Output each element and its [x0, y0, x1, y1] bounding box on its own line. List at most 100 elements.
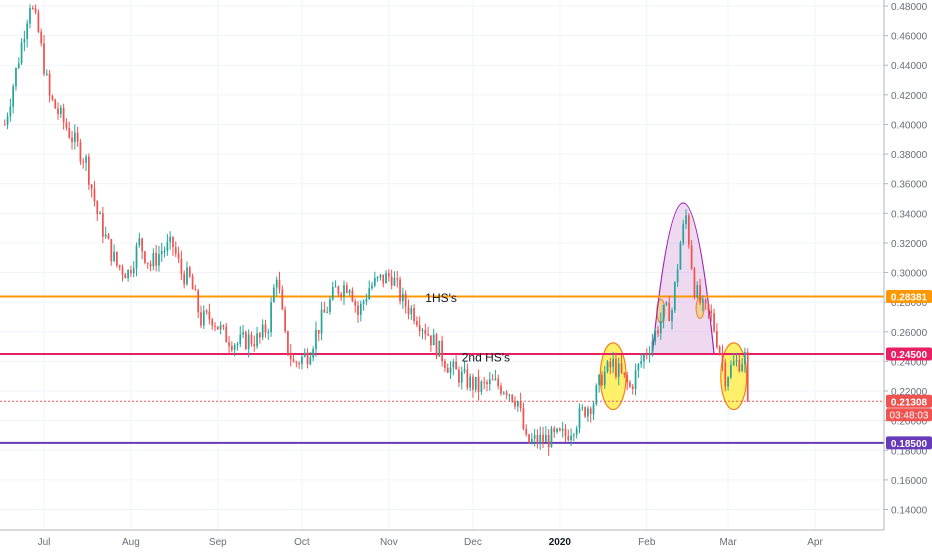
- candle-body: [587, 408, 589, 417]
- y-tick-label: 0.40000: [891, 120, 928, 131]
- candle-body: [141, 238, 143, 252]
- candle-body: [662, 305, 665, 321]
- level-price-tag-text: 0.28381: [891, 293, 928, 304]
- candle-body: [690, 245, 693, 269]
- candle-body: [104, 234, 107, 237]
- candle-body: [665, 302, 668, 306]
- candle-body: [99, 213, 101, 215]
- candle-body: [242, 332, 244, 335]
- candle-body: [323, 309, 326, 313]
- candle-body: [379, 274, 382, 278]
- candle-body: [278, 279, 281, 290]
- candle-body: [449, 367, 452, 373]
- candle-body: [219, 325, 222, 330]
- candle-body: [287, 331, 289, 353]
- candle-body: [37, 12, 40, 32]
- x-tick-label: Aug: [122, 537, 140, 548]
- candle-body: [716, 330, 718, 347]
- candle-body: [601, 374, 603, 386]
- candle-body: [550, 428, 553, 448]
- candle-body: [657, 330, 659, 334]
- candle-body: [387, 273, 390, 277]
- candle-body: [651, 341, 654, 354]
- y-tick-label: 0.18000: [891, 446, 928, 457]
- candle-body: [59, 107, 62, 115]
- candle-body: [357, 305, 359, 315]
- candle-body: [281, 289, 284, 310]
- x-tick-label: Mar: [719, 537, 737, 548]
- candle-body: [679, 243, 682, 270]
- candle-body: [432, 334, 435, 346]
- y-tick-label: 0.34000: [891, 209, 928, 220]
- candle-body: [334, 286, 337, 288]
- candle-body: [155, 253, 158, 266]
- candle-body: [474, 376, 477, 390]
- candle-body: [183, 273, 186, 285]
- candle-body: [578, 408, 581, 429]
- x-tick-label: 2020: [549, 537, 572, 548]
- candle-body: [267, 332, 270, 334]
- candle-body: [326, 312, 329, 314]
- candle-body: [505, 392, 508, 395]
- x-tick-label: Sep: [209, 537, 227, 548]
- candle-body: [202, 310, 205, 326]
- candle-body: [643, 354, 645, 362]
- candle-body: [390, 276, 393, 286]
- candle-body: [570, 435, 572, 441]
- candle-body: [177, 253, 180, 259]
- candle-body: [581, 407, 584, 409]
- candle-body: [421, 329, 424, 331]
- candle-body: [522, 408, 525, 430]
- candle-body: [385, 273, 387, 284]
- candle-body: [180, 258, 183, 274]
- candle-body: [65, 122, 68, 129]
- candle-body: [116, 251, 118, 266]
- candle-body: [746, 352, 749, 402]
- candle-body: [57, 108, 59, 115]
- candle-body: [303, 352, 306, 357]
- candle-body: [699, 285, 701, 303]
- candle-body: [166, 242, 169, 251]
- candle-body: [696, 285, 699, 298]
- candle-body: [718, 346, 721, 353]
- candle-body: [365, 299, 368, 302]
- y-tick-label: 0.28000: [891, 298, 928, 309]
- candle-body: [441, 340, 443, 362]
- grid-layer: [0, 0, 884, 530]
- candle-body: [127, 269, 129, 279]
- candle-body: [354, 301, 357, 306]
- candle-body: [710, 310, 713, 314]
- candle-body: [264, 324, 267, 333]
- level-price-tag-text: 0.18500: [891, 439, 928, 450]
- candle-body: [623, 372, 626, 375]
- candle-body: [174, 247, 177, 254]
- candle-body: [85, 156, 87, 163]
- candle-body: [424, 329, 427, 335]
- candle-body: [645, 354, 648, 356]
- candle-body: [539, 434, 542, 444]
- candle-body: [200, 312, 202, 326]
- candle-body: [598, 374, 600, 386]
- candle-body: [362, 301, 365, 304]
- candle-body: [26, 23, 29, 40]
- candle-body: [427, 334, 429, 336]
- candle-body: [615, 358, 617, 377]
- candle-body: [735, 360, 738, 362]
- candle-body: [589, 408, 592, 415]
- x-tick-label: Jul: [38, 537, 51, 548]
- candle-body: [54, 99, 57, 109]
- candle-body: [135, 245, 138, 268]
- candle-body: [460, 371, 463, 383]
- candle-body: [620, 363, 623, 373]
- candle-body: [418, 325, 421, 331]
- candle-body: [480, 381, 483, 392]
- y-tick-label: 0.32000: [891, 239, 928, 250]
- candle-body: [43, 43, 45, 74]
- candle-body: [309, 357, 312, 365]
- candle-body: [544, 434, 547, 442]
- candle-body: [233, 345, 236, 350]
- head-arch-shape: [651, 202, 715, 355]
